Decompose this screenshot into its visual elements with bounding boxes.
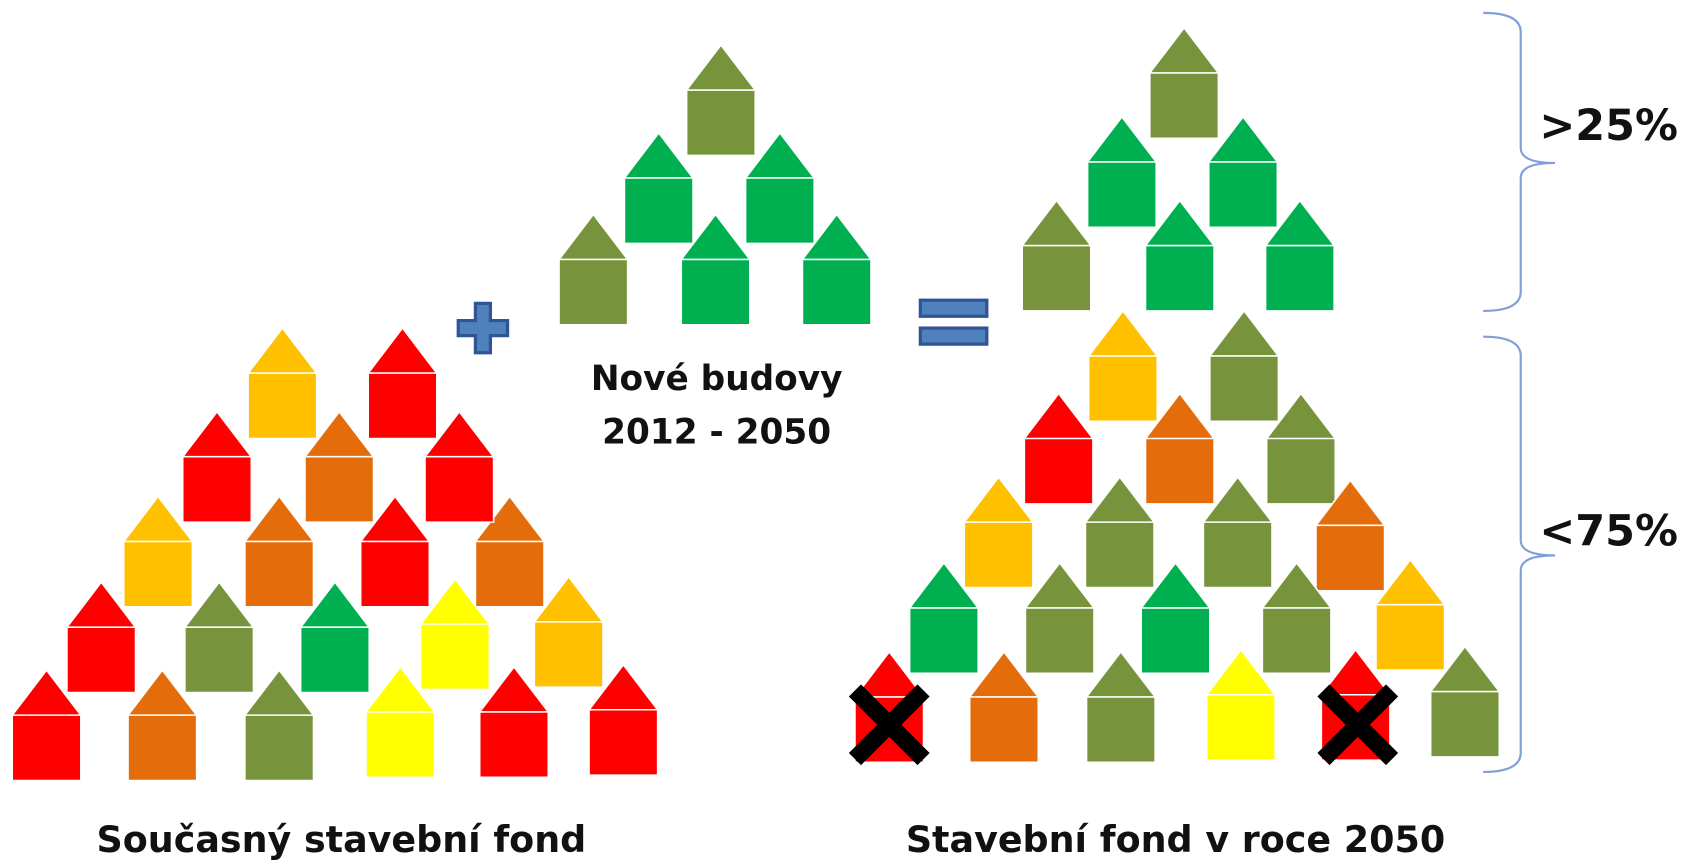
house	[1084, 475, 1155, 589]
house	[680, 213, 751, 326]
house	[11, 668, 82, 782]
house	[122, 495, 194, 608]
house	[244, 668, 315, 782]
house	[359, 495, 431, 608]
house	[181, 410, 253, 523]
house	[1140, 561, 1211, 675]
house	[1087, 309, 1159, 423]
house	[474, 495, 545, 608]
house	[588, 663, 659, 776]
house	[1429, 645, 1501, 758]
house	[244, 495, 315, 608]
house	[365, 665, 436, 779]
house	[963, 475, 1034, 589]
house	[1207, 115, 1279, 229]
house	[184, 580, 255, 694]
house	[1085, 650, 1156, 764]
current-stock-label: Současný stavební fond	[97, 818, 587, 861]
house	[1265, 392, 1337, 505]
plus-sign	[456, 301, 510, 355]
house	[1024, 561, 1095, 675]
cross-mark	[848, 684, 930, 766]
house	[127, 668, 198, 782]
house	[1375, 558, 1446, 671]
house	[801, 213, 872, 326]
house	[1144, 199, 1215, 312]
braces	[1483, 11, 1556, 774]
house	[247, 326, 318, 440]
house	[478, 665, 550, 779]
house	[367, 326, 438, 440]
house	[908, 561, 980, 675]
house	[1261, 561, 1332, 675]
house	[1021, 199, 1092, 312]
house	[1205, 648, 1277, 761]
cross-mark	[1317, 684, 1399, 766]
house	[685, 43, 757, 157]
house	[419, 577, 491, 691]
house	[1264, 199, 1335, 312]
house	[1144, 392, 1215, 505]
house	[66, 580, 137, 694]
house	[304, 410, 375, 523]
house	[1209, 309, 1280, 423]
share-new: >25%	[1539, 101, 1678, 151]
house	[968, 650, 1040, 764]
new-buildings-label: Nové budovy	[591, 359, 843, 399]
house	[424, 410, 495, 523]
house	[1202, 475, 1273, 589]
house	[533, 575, 604, 689]
stock-2050-label: Stavební fond v roce 2050	[906, 818, 1445, 861]
new-buildings-period: 2012 - 2050	[602, 413, 831, 453]
houses	[11, 26, 1501, 782]
house	[1148, 26, 1220, 140]
equals-sign	[918, 298, 989, 346]
house	[623, 131, 694, 245]
removed-marks	[848, 684, 1399, 766]
house	[1315, 478, 1386, 592]
house	[558, 213, 629, 326]
house	[1086, 115, 1158, 229]
house	[1023, 392, 1094, 505]
house	[299, 580, 371, 694]
share-existing: <75%	[1539, 506, 1678, 556]
house	[744, 131, 816, 245]
